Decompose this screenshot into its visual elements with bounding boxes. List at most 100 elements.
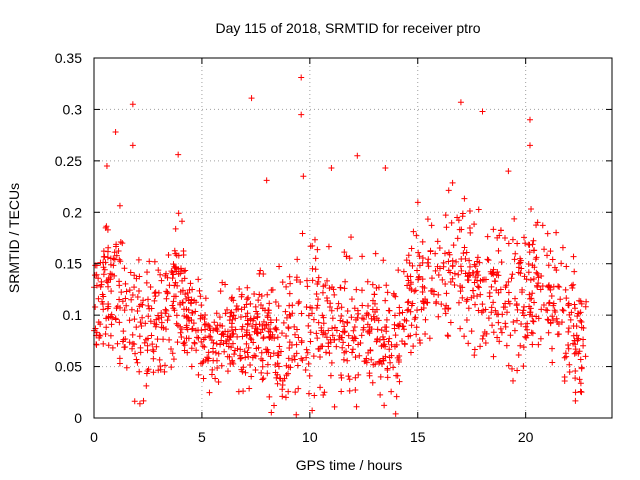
data-point xyxy=(242,313,249,320)
data-point xyxy=(359,287,366,294)
data-point xyxy=(454,235,461,242)
y-tick-label: 0.05 xyxy=(55,359,82,375)
data-point xyxy=(103,223,110,230)
data-point xyxy=(485,257,492,264)
data-point xyxy=(151,258,158,265)
data-point xyxy=(527,276,534,283)
data-point xyxy=(480,332,487,339)
data-point xyxy=(522,240,529,247)
data-point xyxy=(295,334,302,341)
data-point xyxy=(554,318,561,325)
data-point xyxy=(424,259,431,266)
data-point xyxy=(566,361,573,368)
data-point xyxy=(243,332,250,339)
data-point xyxy=(387,359,394,366)
data-point xyxy=(533,269,540,276)
data-point xyxy=(137,349,144,356)
data-point xyxy=(250,317,257,324)
data-point xyxy=(561,374,568,381)
data-point xyxy=(471,346,478,353)
plot-frame xyxy=(93,57,613,419)
data-point xyxy=(407,273,414,280)
data-point xyxy=(144,296,151,303)
data-point xyxy=(129,345,136,352)
data-point xyxy=(430,291,437,298)
data-point xyxy=(481,329,488,336)
data-point xyxy=(253,321,260,328)
data-point xyxy=(563,263,570,270)
data-point xyxy=(549,345,556,352)
data-point xyxy=(168,364,175,371)
data-point xyxy=(559,306,566,313)
data-point xyxy=(485,315,492,322)
data-point xyxy=(435,291,442,298)
data-point xyxy=(187,280,194,287)
data-point xyxy=(565,325,572,332)
data-point xyxy=(334,305,341,312)
data-point xyxy=(497,325,504,332)
data-point xyxy=(399,309,406,316)
data-point xyxy=(562,350,569,357)
data-point xyxy=(112,129,119,136)
data-point xyxy=(577,380,584,387)
data-point xyxy=(410,343,417,350)
data-point xyxy=(235,388,242,395)
data-point xyxy=(364,278,371,285)
data-point xyxy=(279,377,286,384)
data-point xyxy=(346,387,353,394)
data-point xyxy=(570,281,577,288)
data-point xyxy=(503,282,510,289)
data-point xyxy=(257,267,264,274)
data-point xyxy=(175,252,182,259)
data-point xyxy=(461,195,468,202)
data-point xyxy=(371,316,378,323)
data-point xyxy=(107,270,114,277)
data-point xyxy=(403,257,410,264)
data-point xyxy=(154,336,161,343)
data-point xyxy=(233,302,240,309)
data-point xyxy=(546,284,553,291)
data-point xyxy=(333,343,340,350)
data-point xyxy=(100,306,107,313)
data-point xyxy=(396,304,403,311)
data-point xyxy=(375,284,382,291)
data-point xyxy=(92,303,99,310)
data-point xyxy=(447,269,454,276)
data-point xyxy=(237,352,244,359)
data-point xyxy=(571,301,578,308)
data-point xyxy=(120,328,127,335)
data-point xyxy=(111,249,118,256)
data-point xyxy=(238,306,245,313)
x-tick-label: 5 xyxy=(198,429,206,445)
data-point xyxy=(155,267,162,274)
data-point xyxy=(187,299,194,306)
data-point xyxy=(151,320,158,327)
data-point xyxy=(275,302,282,309)
data-point xyxy=(545,262,552,269)
data-point xyxy=(295,385,302,392)
data-point xyxy=(201,344,208,351)
data-point xyxy=(490,226,497,233)
data-point xyxy=(304,349,311,356)
data-point xyxy=(286,345,293,352)
data-point xyxy=(453,258,460,265)
data-point xyxy=(461,333,468,340)
data-point xyxy=(298,74,305,81)
data-point xyxy=(283,283,290,290)
data-point xyxy=(314,246,321,253)
data-point xyxy=(268,287,275,294)
data-point xyxy=(217,322,224,329)
data-point xyxy=(158,319,165,326)
data-point xyxy=(255,297,262,304)
data-point xyxy=(305,312,312,319)
data-point xyxy=(180,251,187,258)
data-point xyxy=(520,312,527,319)
data-point xyxy=(198,302,205,309)
data-point xyxy=(330,286,337,293)
data-point xyxy=(230,330,237,337)
data-point xyxy=(97,283,104,290)
data-point xyxy=(572,368,579,375)
data-point xyxy=(276,263,283,270)
data-point xyxy=(458,267,465,274)
data-point xyxy=(514,317,521,324)
